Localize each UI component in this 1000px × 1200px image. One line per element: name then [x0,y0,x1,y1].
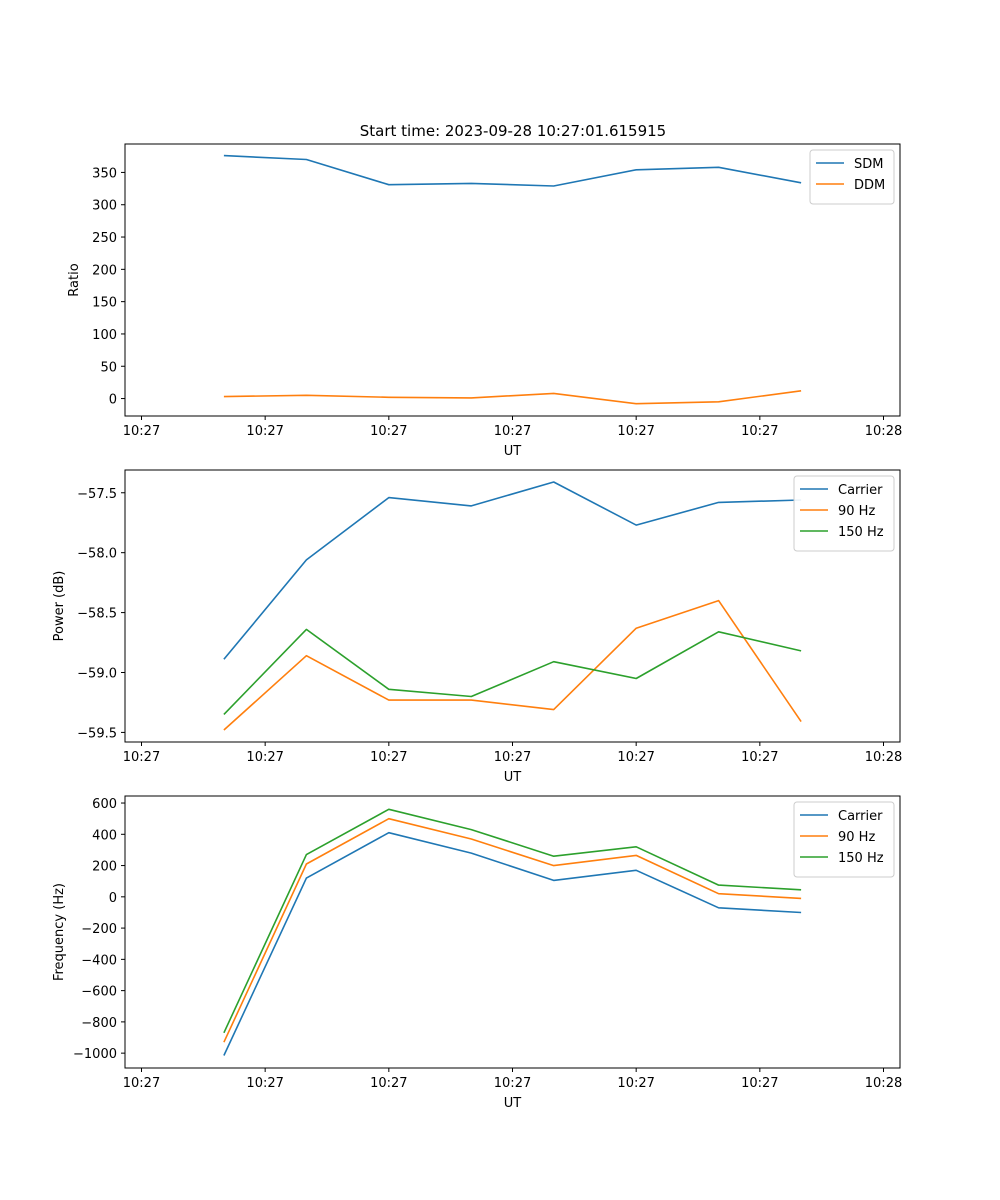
y-tick-label: −600 [81,985,117,1000]
y-tick-label: 200 [92,263,117,278]
legend-label: 150 Hz [838,851,884,866]
chart-panel-1: 10:27 10:27 10:27 10:27 10:27 10:27 10:28 0 50 10… [67,143,902,459]
chart-panel-2: 10:27 10:27 10:27 10:27 10:27 10:27 10:28 −57.5… [52,469,902,785]
y-tick-label: 50 [100,360,117,375]
series-line-90-hz [223,599,802,731]
x-tick-label: 10:27 [741,424,778,439]
x-tick-label: 10:27 [494,424,531,439]
series-line-carrier [223,481,802,660]
y-tick-label: −800 [81,1016,117,1031]
y-tick-label: −58.0 [77,547,117,562]
y-tick-label: 350 [92,166,117,181]
y-tick-label: −58.5 [77,607,117,622]
y-tick-label: 0 [109,393,117,408]
y-tick-label: −400 [81,953,117,968]
x-tick-label: 10:28 [865,424,902,439]
legend-label: DDM [854,178,885,193]
x-tick-label: 10:27 [123,750,160,765]
y-tick-label: 600 [92,797,117,812]
y-axis-label: Ratio [67,263,82,296]
x-tick-label: 10:27 [741,750,778,765]
y-tick-label: 200 [92,860,117,875]
x-axis-label: UT [504,444,522,459]
x-tick-label: 10:27 [370,750,407,765]
legend: Carrier 90 Hz 150 Hz [793,475,895,552]
x-tick-label: 10:27 [494,1076,531,1091]
x-axis-label: UT [504,1096,522,1111]
series-line-carrier [223,831,802,1056]
series-line-ddm [223,390,802,405]
legend-label: SDM [854,157,883,172]
legend-label: 90 Hz [838,830,875,845]
y-tick-label: 0 [109,891,117,906]
y-tick-label: 100 [92,328,117,343]
legend: Carrier 90 Hz 150 Hz [793,801,895,878]
x-tick-label: 10:27 [246,424,283,439]
series-line-90-hz [223,817,802,1043]
x-tick-label: 10:27 [617,1076,654,1091]
x-tick-label: 10:27 [123,1076,160,1091]
y-tick-label: 250 [92,231,117,246]
x-tick-label: 10:27 [246,750,283,765]
y-tick-label: 150 [92,296,117,311]
y-tick-label: −57.5 [77,487,117,502]
y-tick-label: 400 [92,828,117,843]
x-tick-label: 10:28 [865,750,902,765]
legend-box [793,475,895,552]
axes-frame [124,469,901,743]
legend-label: Carrier [838,809,883,824]
series-line-sdm [223,154,802,187]
x-tick-label: 10:27 [370,1076,407,1091]
chart-panel-3: 10:27 10:27 10:27 10:27 10:27 10:27 10:28 600 40… [52,795,902,1111]
legend-label: Carrier [838,483,883,498]
legend-box [793,801,895,878]
x-tick-label: 10:27 [617,750,654,765]
legend-label: 150 Hz [838,525,884,540]
series-line-150-hz [223,628,802,715]
x-tick-label: 10:27 [741,1076,778,1091]
y-axis-label: Power (dB) [52,571,67,642]
x-tick-label: 10:27 [123,424,160,439]
x-tick-label: 10:28 [865,1076,902,1091]
y-tick-label: −59.0 [77,667,117,682]
y-tick-label: −1000 [73,1047,117,1062]
x-tick-label: 10:27 [370,424,407,439]
y-tick-label: −59.5 [77,726,117,741]
y-axis-label: Frequency (Hz) [52,883,67,981]
x-tick-label: 10:27 [617,424,654,439]
series-line-150-hz [223,808,802,1034]
y-tick-label: 300 [92,199,117,214]
axes-frame [124,795,901,1069]
legend: SDM DDM [809,149,895,205]
x-tick-label: 10:27 [246,1076,283,1091]
legend-label: 90 Hz [838,504,875,519]
x-tick-label: 10:27 [494,750,531,765]
chart-title: Start time: 2023-09-28 10:27:01.615915 [360,122,666,140]
x-axis-label: UT [504,770,522,785]
y-tick-label: −200 [81,922,117,937]
